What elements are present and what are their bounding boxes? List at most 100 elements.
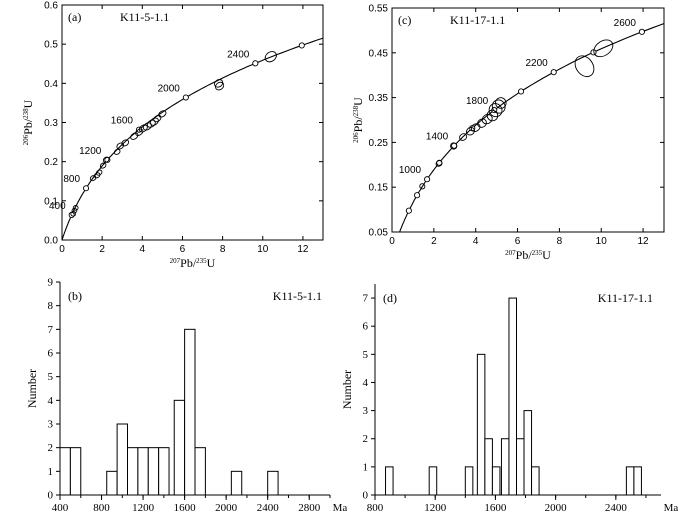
error-ellipse [89,175,97,182]
y-tick-label: 6 [48,348,54,360]
histogram-bar [158,447,170,496]
error-ellipse [459,133,468,141]
error-ellipse [121,139,130,147]
y-tick-label: 0.6 [44,1,58,12]
x-tick-label: 1600 [174,502,197,513]
error-ellipse [72,205,79,211]
error-ellipse [470,123,481,133]
y-tick-label: 0.5 [44,40,58,51]
age-marker [83,185,90,192]
y-tick-label: 7 [48,324,54,336]
y-axis-label: Number [340,370,354,409]
concordia-panel-a: 0 2 4 6 8 10 12 0.0 0.1 0.2 0.3 0.4 0.5 0.6 400 800 1200… [21,1,324,270]
age-label: 400 [49,201,66,212]
error-ellipse [574,55,595,78]
histogram-bar [137,447,149,496]
error-ellipse [593,39,614,58]
x-tick-label: 1200 [132,502,155,513]
y-tick-label: 0.25 [369,138,389,149]
x-tick-label: 12 [638,236,650,247]
histogram-bar [173,399,186,496]
y-tick-label: 6 [363,321,369,333]
x-tick-label: 10 [596,236,608,247]
histogram-bar [194,447,206,496]
x-tick-label: 1600 [484,502,507,513]
histogram-bar [500,438,510,496]
error-ellipse [153,114,162,123]
error-ellipse [481,113,493,125]
error-ellipse [488,103,503,118]
histogram-bar [184,328,196,496]
x-tick-label: 8 [220,244,226,255]
y-tick-label: 0.55 [369,4,389,15]
error-ellipse [450,142,458,150]
histogram-bar [523,410,533,496]
y-axis-label: 206Pb/238U [351,97,365,143]
panel-label: (a) [68,10,81,24]
histogram-bar [230,470,243,496]
y-tick-label: 0.3 [44,118,58,129]
x-tick-label: 800 [367,502,384,513]
x-tick-label: 400 [52,502,69,513]
x-tick-label: 0 [389,236,395,247]
y-tick-label: 8 [48,300,54,312]
panel-label: (c) [398,13,411,27]
error-ellipse [146,119,156,128]
age-marker [424,176,431,183]
histogram-bar [476,353,486,496]
error-ellipse [130,132,139,140]
x-tick-label: 6 [515,236,521,247]
x-tick-label: 2 [99,244,105,255]
age-label: 2200 [525,58,548,69]
y-tick-label: 2 [363,433,369,445]
sample-label: K11-5-1.1 [120,10,169,24]
histogram-bar [127,447,139,496]
x-tick-label: 800 [93,502,110,513]
x-tick-label: 2000 [545,502,568,513]
age-label: 1800 [466,96,489,107]
concordia-curve [399,22,664,232]
histogram-bar [267,470,279,496]
error-ellipse [477,118,487,128]
error-ellipse [466,126,475,136]
y-tick-label: 3 [363,405,369,417]
sample-label: K11-17-1.1 [598,291,653,305]
x-tick-label: 10 [257,244,269,255]
y-tick-label: 0.35 [369,93,389,104]
error-ellipse [99,162,107,169]
y-tick-label: 0.45 [369,48,389,59]
error-ellipse [158,110,167,118]
y-tick-label: 4 [48,395,54,407]
age-marker [414,192,421,199]
y-tick-label: 5 [48,371,54,383]
age-label: 1600 [111,116,134,127]
histogram-bar [531,466,540,496]
x-unit-label: Ma [664,502,679,513]
y-tick-label: 0.1 [44,196,58,207]
histogram-panel-b: 0 1 2 3 4 5 6 7 8 9 400 800 1200 1600 2000 2400 2800 Ma (b… [25,277,347,513]
y-tick-label: 9 [48,277,54,289]
plot-frame [61,4,324,241]
error-ellipse [435,160,443,167]
y-axis-label: Number [25,369,39,408]
error-ellipse [102,156,110,163]
x-tick-label: 12 [297,244,309,255]
error-ellipse [264,51,277,63]
age-label: 2400 [227,49,250,60]
age-marker [405,207,412,214]
histogram-panel-d: 0 1 2 3 4 5 6 7 800 1200 1600 2000 2400 Ma (d) K11-17-1… [340,284,678,513]
histogram-bar [491,466,501,496]
x-tick-label: 6 [180,244,186,255]
x-tick-label: 2 [431,236,437,247]
age-label: 2600 [614,18,637,29]
age-marker [518,88,525,95]
error-ellipse [214,79,224,88]
error-ellipse [138,124,148,133]
error-ellipse [116,142,125,150]
y-tick-label: 1 [363,461,369,473]
x-tick-label: 8 [557,236,563,247]
y-tick-label: 5 [363,349,369,361]
x-tick-label: 2400 [257,502,280,513]
y-tick-label: 4 [363,377,369,389]
panel-label: (d) [383,291,397,305]
